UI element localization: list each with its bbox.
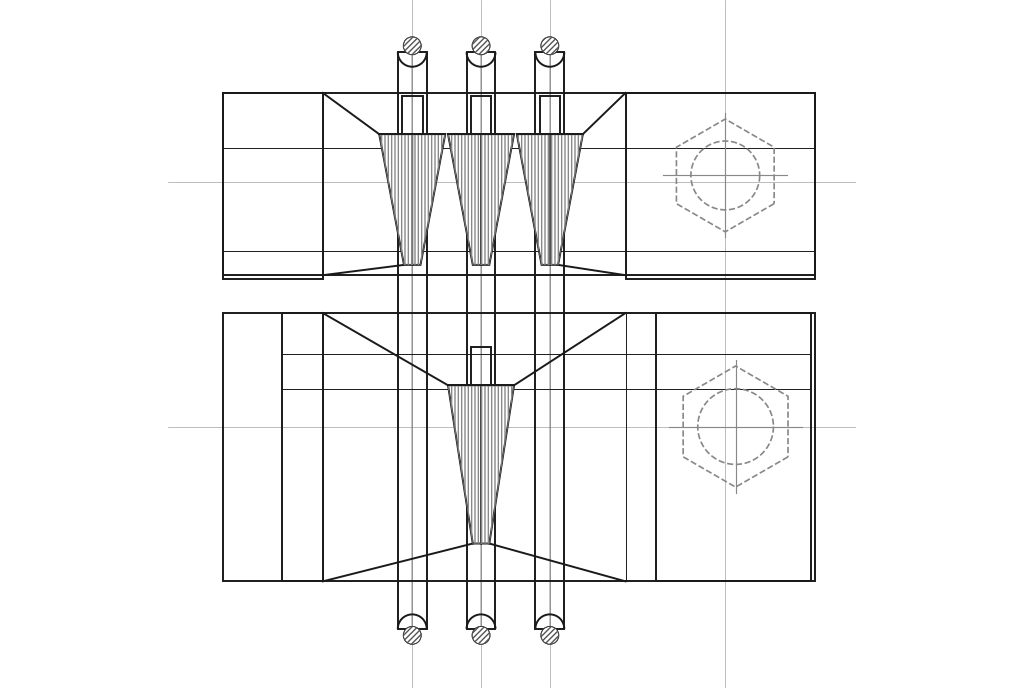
Circle shape xyxy=(472,37,490,55)
Polygon shape xyxy=(379,134,413,265)
Polygon shape xyxy=(413,134,445,265)
Bar xyxy=(402,96,423,134)
Bar xyxy=(471,347,492,385)
Circle shape xyxy=(541,37,559,55)
Circle shape xyxy=(403,626,421,644)
Bar xyxy=(397,52,427,629)
Bar xyxy=(467,52,496,629)
Bar xyxy=(223,93,815,275)
Polygon shape xyxy=(481,385,514,544)
Circle shape xyxy=(403,37,421,55)
Bar xyxy=(223,93,323,279)
Polygon shape xyxy=(517,134,550,265)
Polygon shape xyxy=(550,134,583,265)
Bar xyxy=(626,93,815,279)
Circle shape xyxy=(541,626,559,644)
Polygon shape xyxy=(481,134,514,265)
Polygon shape xyxy=(449,134,481,265)
Bar xyxy=(471,96,492,134)
Circle shape xyxy=(472,626,490,644)
Bar xyxy=(656,313,815,581)
Bar xyxy=(536,52,564,629)
Bar xyxy=(540,96,560,134)
Bar xyxy=(223,313,323,581)
Bar xyxy=(282,313,811,581)
Polygon shape xyxy=(449,385,481,544)
